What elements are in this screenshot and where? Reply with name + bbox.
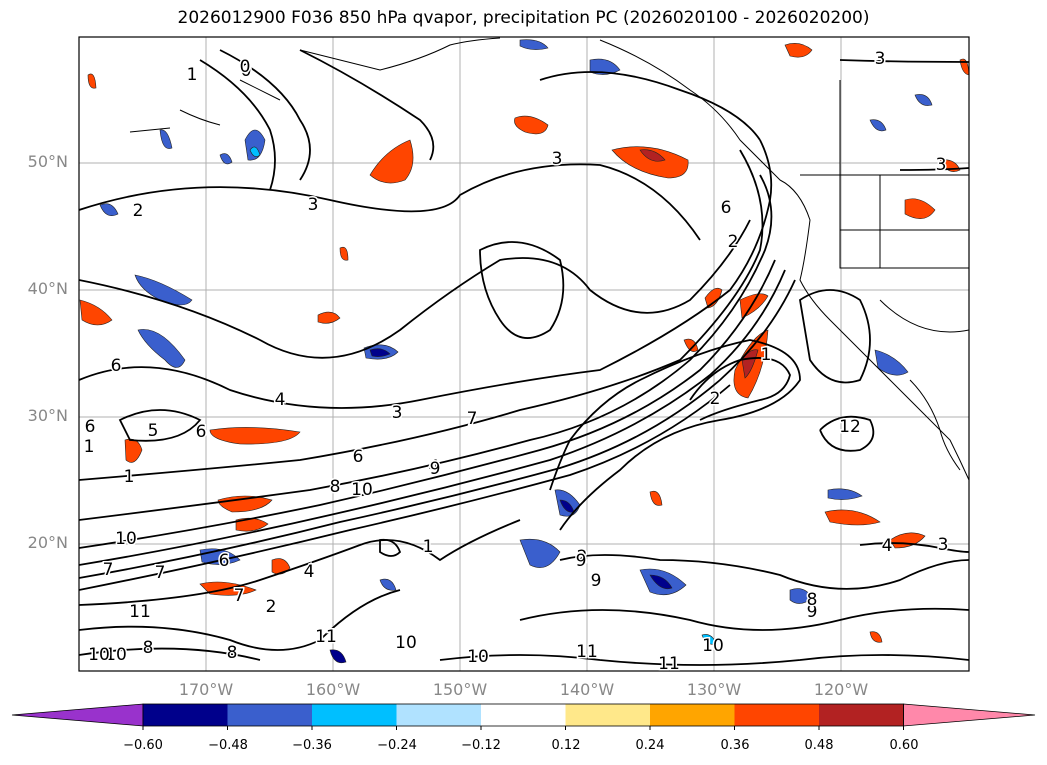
colorbar <box>11 703 1036 730</box>
contour-label: 2 <box>133 201 144 221</box>
contour-label: 1 <box>761 345 772 365</box>
colorbar-tick-label: −0.48 <box>208 738 248 753</box>
precip-negative-patches <box>99 39 933 664</box>
colorbar-tick-label: −0.60 <box>123 738 163 753</box>
lat-label-20n: 20°N <box>27 533 68 552</box>
contour-label: 1 <box>84 437 95 457</box>
map-plot-area <box>79 37 969 671</box>
contour-label: 2 <box>266 597 277 617</box>
contour-label: 10 <box>115 529 137 549</box>
colorbar-tick-label: 0.60 <box>889 738 919 753</box>
contour-label: 6 <box>85 417 96 437</box>
colorbar-segment <box>143 704 228 726</box>
colorbar-segment <box>396 704 482 726</box>
colorbar-tick-label: 0.12 <box>551 738 581 753</box>
colorbar-tick-label: 0.48 <box>804 738 834 753</box>
contour-label: 9 <box>807 602 818 622</box>
lat-label-50n: 50°N <box>27 152 68 171</box>
contour-label: 11 <box>315 627 337 647</box>
colorbar-segment <box>734 704 820 726</box>
qvapor-contours <box>79 49 969 666</box>
contour-label: 7 <box>467 409 478 429</box>
lon-label-160w: 160°W <box>305 680 361 699</box>
colorbar-tick-label: −0.12 <box>461 738 501 753</box>
colorbar-tick-label: 0.36 <box>720 738 750 753</box>
contour-label: 11 <box>658 654 680 674</box>
contour-label: 8 <box>330 477 341 497</box>
lon-label-140w: 140°W <box>559 680 615 699</box>
contour-label: 1 <box>423 537 434 557</box>
contour-label: 8 <box>807 590 818 610</box>
colorbar-segment <box>819 704 904 726</box>
contour-label: 2 <box>577 547 588 567</box>
lat-label-40n: 40°N <box>27 279 68 298</box>
contour-label: 10 <box>351 480 373 500</box>
contour-label: 2 <box>710 389 721 409</box>
contour-label: 4 <box>429 457 440 477</box>
contour-label: 1 <box>124 467 135 487</box>
lon-label-170w: 170°W <box>178 680 234 699</box>
contour-label: 10 <box>88 645 110 665</box>
contour-label: 6 <box>111 356 122 376</box>
contour-label: 4 <box>304 562 315 582</box>
plot-frame <box>78 36 970 672</box>
colorbar-segment <box>650 704 735 726</box>
contour-label: 8 <box>227 643 238 663</box>
contour-label: 10 <box>105 645 127 665</box>
contour-label: 7 <box>234 586 245 606</box>
contour-label: 10 <box>395 633 417 653</box>
contour-label: 11 <box>129 602 151 622</box>
contour-label: 9 <box>591 571 602 591</box>
contour-label: 9 <box>430 459 441 479</box>
contour-label: 12 <box>839 417 861 437</box>
contour-label: 3 <box>392 403 403 423</box>
contour-label: 11 <box>576 642 598 662</box>
contour-label: 3 <box>308 195 319 215</box>
colorbar-segment <box>227 704 313 726</box>
colorbar-extend-high <box>903 703 1036 727</box>
coastlines <box>129 37 969 481</box>
contour-label: 7 <box>155 563 166 583</box>
contour-label: 6 <box>196 422 207 442</box>
colorbar-segment <box>481 704 566 726</box>
colorbar-segment <box>312 704 397 726</box>
colorbar-segment <box>565 704 651 726</box>
colorbar-tick-label: 0.24 <box>635 738 665 753</box>
contour-label: 7 <box>103 560 114 580</box>
contour-label: 3 <box>938 535 949 555</box>
contour-label: 3 <box>936 155 947 175</box>
colorbar-frame <box>142 703 904 727</box>
lon-label-120w: 120°W <box>813 680 869 699</box>
lat-label-30n: 30°N <box>27 406 68 425</box>
contour-label: 10 <box>467 647 489 667</box>
contour-label: 5 <box>148 421 159 441</box>
contour-label: 1 <box>187 65 198 85</box>
contour-label: 9 <box>576 551 587 571</box>
colorbar-extend-low <box>11 703 144 727</box>
lon-label-150w: 150°W <box>432 680 488 699</box>
contour-label: 4 <box>882 536 893 556</box>
lon-label-130w: 130°W <box>686 680 742 699</box>
contour-label: 3 <box>875 49 886 69</box>
contour-label: 6 <box>219 551 230 571</box>
map-title: 2026012900 F036 850 hPa qvapor, precipit… <box>177 8 870 28</box>
contour-label: 0 <box>240 57 251 77</box>
contour-label: 8 <box>143 638 154 658</box>
contour-label: 10 <box>702 636 724 656</box>
contour-label: 6 <box>721 198 732 218</box>
contour-label: 3 <box>552 149 563 169</box>
colorbar-tick-label: −0.24 <box>377 738 417 753</box>
contour-label: 0 <box>241 61 252 81</box>
contour-label: 2 <box>728 232 739 252</box>
precip-positive-patches <box>79 43 969 643</box>
colorbar-tick-label: −0.36 <box>292 738 332 753</box>
contour-label: 4 <box>275 390 286 410</box>
contour-label: 6 <box>353 447 364 467</box>
